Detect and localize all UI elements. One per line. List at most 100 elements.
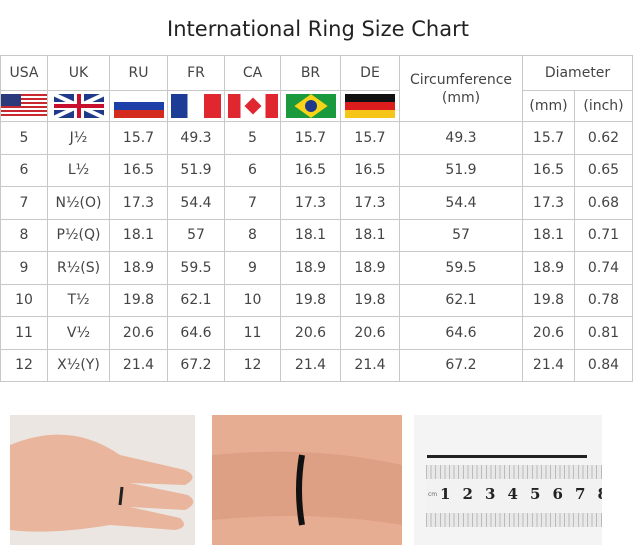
table-cell: 20.6 — [340, 316, 400, 350]
france-flag-icon — [171, 94, 221, 118]
germany-flag-icon — [345, 94, 395, 118]
table-cell: 18.9 — [109, 251, 168, 285]
table-cell: 18.1 — [280, 218, 341, 252]
table-cell: 18.9 — [340, 251, 400, 285]
table-row: 5 J½ 15.7 49.3 5 15.7 15.7 49.3 15.7 0.62 — [0, 121, 633, 155]
table-cell: 67.2 — [399, 348, 523, 382]
table-cell: R½(S) — [47, 251, 110, 285]
table-cell: J½ — [47, 121, 110, 155]
table-cell: 18.1 — [340, 218, 400, 252]
table-cell: 54.4 — [167, 186, 225, 220]
table-cell: P½(Q) — [47, 218, 110, 252]
table-cell: 0.71 — [574, 218, 633, 252]
table-cell: 15.7 — [280, 121, 341, 155]
table-cell: 9 — [0, 251, 48, 285]
table-cell: T½ — [47, 283, 110, 317]
table-cell: 19.8 — [109, 283, 168, 317]
table-cell: 21.4 — [340, 348, 400, 382]
string-line — [427, 455, 587, 458]
table-cell: 10 — [0, 283, 48, 317]
table-cell: 0.84 — [574, 348, 633, 382]
table-cell: 0.81 — [574, 316, 633, 350]
header-circumference: Circumference (mm) — [399, 55, 523, 122]
us-flag-icon — [1, 94, 47, 118]
table-cell: 16.5 — [109, 153, 168, 187]
table-cell: 17.3 — [280, 186, 341, 220]
ruler-number: 4 — [507, 485, 518, 503]
table-cell: 59.5 — [167, 251, 225, 285]
table-cell: 18.9 — [280, 251, 341, 285]
table-cell: 6 — [224, 153, 281, 187]
table-cell: 49.3 — [399, 121, 523, 155]
header-uk: UK — [47, 55, 110, 91]
canada-flag-icon — [227, 94, 278, 118]
table-cell: 9 — [224, 251, 281, 285]
finger-with-ring-image — [212, 451, 402, 526]
table-cell: 7 — [0, 186, 48, 220]
table-cell: 15.7 — [340, 121, 400, 155]
header-br: BR — [280, 55, 341, 91]
table-cell: 57 — [399, 218, 523, 252]
table-cell: 10 — [224, 283, 281, 317]
table-cell: 18.1 — [109, 218, 168, 252]
us-flag-cell — [0, 90, 48, 122]
table-cell: 8 — [224, 218, 281, 252]
table-cell: 21.4 — [280, 348, 341, 382]
table-row: 6 L½ 16.5 51.9 6 16.5 16.5 51.9 16.5 0.65 — [0, 153, 633, 187]
table-cell: V½ — [47, 316, 110, 350]
table-cell: 0.78 — [574, 283, 633, 317]
ruler-number: 1 — [440, 485, 451, 503]
table-cell: 0.74 — [574, 251, 633, 285]
ruler-number: 6 — [552, 485, 563, 503]
table-cell: L½ — [47, 153, 110, 187]
table-cell: 0.68 — [574, 186, 633, 220]
table-cell: 15.7 — [109, 121, 168, 155]
header-de: DE — [340, 55, 400, 91]
table-cell: 11 — [224, 316, 281, 350]
header-diameter-mm: (mm) — [522, 90, 575, 122]
ruler: 12345678 cm — [426, 465, 602, 527]
ruler-unit: cm — [428, 491, 438, 498]
table-cell: 19.8 — [522, 283, 575, 317]
germany-flag-cell — [340, 90, 400, 122]
brazil-flag-icon — [285, 94, 336, 118]
table-row: 12 X½(Y) 21.4 67.2 12 21.4 21.4 67.2 21.4 0.84 — [0, 348, 633, 382]
table-cell: 7 — [224, 186, 281, 220]
table-cell: 12 — [224, 348, 281, 382]
table-cell: 67.2 — [167, 348, 225, 382]
hand-with-ring-image — [10, 434, 194, 532]
table-row: 7 N½(O) 17.3 54.4 7 17.3 17.3 54.4 17.3 0.68 — [0, 186, 633, 220]
table-cell: 0.62 — [574, 121, 633, 155]
ruler-number: 3 — [485, 485, 496, 503]
table-cell: 15.7 — [522, 121, 575, 155]
header-usa: USA — [0, 55, 48, 91]
uk-flag-cell — [47, 90, 110, 122]
circumference-label: Circumference — [409, 71, 513, 88]
table-cell: 21.4 — [522, 348, 575, 382]
table-cell: 19.8 — [280, 283, 341, 317]
table-cell: 6 — [0, 153, 48, 187]
circumference-unit: (mm) — [441, 89, 481, 106]
table-cell: 62.1 — [167, 283, 225, 317]
table-row: 9 R½(S) 18.9 59.5 9 18.9 18.9 59.5 18.9 0.74 — [0, 251, 633, 285]
ruler-number: 2 — [462, 485, 473, 503]
hand-photo — [10, 415, 195, 545]
table-cell: 0.65 — [574, 153, 633, 187]
header-diameter-inch: (inch) — [574, 90, 633, 122]
table-cell: 8 — [0, 218, 48, 252]
table-cell: 18.9 — [522, 251, 575, 285]
ring — [296, 454, 305, 526]
table-cell: 54.4 — [399, 186, 523, 220]
table-cell: 17.3 — [109, 186, 168, 220]
table-row: 11 V½ 20.6 64.6 11 20.6 20.6 64.6 20.6 0.81 — [0, 316, 633, 350]
table-cell: 49.3 — [167, 121, 225, 155]
chart-title: International Ring Size Chart — [167, 17, 469, 41]
table-cell: 11 — [0, 316, 48, 350]
table-cell: 59.5 — [399, 251, 523, 285]
table-cell: X½(Y) — [47, 348, 110, 382]
header-ca: CA — [224, 55, 281, 91]
table-cell: 5 — [0, 121, 48, 155]
table-cell: 51.9 — [167, 153, 225, 187]
finger-photo — [212, 415, 402, 545]
table-cell: N½(O) — [47, 186, 110, 220]
